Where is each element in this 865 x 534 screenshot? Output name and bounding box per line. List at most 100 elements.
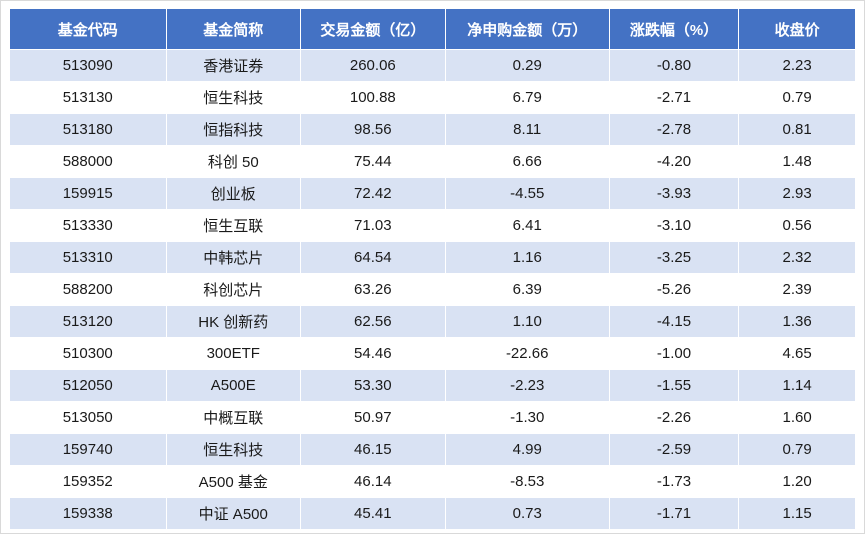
table-header-row: 基金代码 基金简称 交易金额（亿） 净申购金额（万） 涨跌幅（%） 收盘价 [9,8,856,50]
cell-net-subscription: 6.79 [444,81,610,114]
cell-fund-name: 恒生科技 [165,433,301,466]
cell-trade-amount: 63.26 [300,273,446,306]
cell-fund-code: 513120 [9,305,167,338]
cell-fund-name: 中概互联 [165,401,301,434]
cell-change-pct: -1.00 [608,337,740,370]
cell-trade-amount: 260.06 [300,49,446,82]
cell-trade-amount: 71.03 [300,209,446,242]
cell-fund-name: A500E [165,369,301,402]
table-row: 510300 300ETF 54.46 -22.66 -1.00 4.65 [9,337,856,370]
cell-fund-name: 中证 A500 [165,497,301,530]
cell-trade-amount: 100.88 [300,81,446,114]
cell-fund-name: 300ETF [165,337,301,370]
cell-close-price: 2.32 [738,241,856,274]
cell-change-pct: -1.55 [608,369,740,402]
cell-fund-code: 513310 [9,241,167,274]
cell-close-price: 2.39 [738,273,856,306]
cell-fund-name: 科创芯片 [165,273,301,306]
cell-fund-name: HK 创新药 [165,305,301,338]
cell-net-subscription: -8.53 [444,465,610,498]
table-row: 513330 恒生互联 71.03 6.41 -3.10 0.56 [9,209,856,242]
cell-fund-name: 恒生互联 [165,209,301,242]
cell-fund-name: 科创 50 [165,145,301,178]
cell-change-pct: -1.71 [608,497,740,530]
cell-change-pct: -5.26 [608,273,740,306]
column-header-net-subscription: 净申购金额（万） [444,8,610,50]
cell-change-pct: -4.15 [608,305,740,338]
cell-close-price: 1.48 [738,145,856,178]
cell-change-pct: -3.25 [608,241,740,274]
table-row: 159915 创业板 72.42 -4.55 -3.93 2.93 [9,177,856,210]
cell-trade-amount: 53.30 [300,369,446,402]
cell-trade-amount: 45.41 [300,497,446,530]
column-header-change-pct: 涨跌幅（%） [608,8,740,50]
cell-trade-amount: 75.44 [300,145,446,178]
cell-fund-code: 513180 [9,113,167,146]
table-row: 513310 中韩芯片 64.54 1.16 -3.25 2.32 [9,241,856,274]
table-row: 513130 恒生科技 100.88 6.79 -2.71 0.79 [9,81,856,114]
fund-data-table: 基金代码 基金简称 交易金额（亿） 净申购金额（万） 涨跌幅（%） 收盘价 513090 香… [9,8,856,530]
cell-trade-amount: 72.42 [300,177,446,210]
cell-fund-name: 香港证券 [165,49,301,82]
table-row: 513090 香港证券 260.06 0.29 -0.80 2.23 [9,49,856,82]
cell-fund-code: 588000 [9,145,167,178]
cell-net-subscription: 6.39 [444,273,610,306]
cell-close-price: 2.93 [738,177,856,210]
cell-net-subscription: -4.55 [444,177,610,210]
table-row: 588000 科创 50 75.44 6.66 -4.20 1.48 [9,145,856,178]
table-row: 513050 中概互联 50.97 -1.30 -2.26 1.60 [9,401,856,434]
table-row: 159740 恒生科技 46.15 4.99 -2.59 0.79 [9,433,856,466]
cell-fund-code: 588200 [9,273,167,306]
cell-close-price: 0.56 [738,209,856,242]
cell-change-pct: -3.93 [608,177,740,210]
cell-change-pct: -4.20 [608,145,740,178]
cell-net-subscription: 4.99 [444,433,610,466]
cell-fund-code: 513130 [9,81,167,114]
cell-net-subscription: 1.16 [444,241,610,274]
cell-fund-code: 513090 [9,49,167,82]
cell-net-subscription: -2.23 [444,369,610,402]
cell-fund-code: 159915 [9,177,167,210]
cell-fund-name: 中韩芯片 [165,241,301,274]
cell-fund-code: 159352 [9,465,167,498]
cell-fund-code: 159740 [9,433,167,466]
cell-change-pct: -0.80 [608,49,740,82]
cell-net-subscription: 0.29 [444,49,610,82]
cell-change-pct: -2.59 [608,433,740,466]
table-row: 588200 科创芯片 63.26 6.39 -5.26 2.39 [9,273,856,306]
cell-net-subscription: -22.66 [444,337,610,370]
cell-net-subscription: 8.11 [444,113,610,146]
cell-fund-code: 159338 [9,497,167,530]
cell-close-price: 0.81 [738,113,856,146]
cell-net-subscription: 6.41 [444,209,610,242]
column-header-close-price: 收盘价 [738,8,856,50]
cell-close-price: 1.15 [738,497,856,530]
cell-fund-code: 513330 [9,209,167,242]
cell-fund-name: 创业板 [165,177,301,210]
column-header-fund-code: 基金代码 [9,8,167,50]
cell-trade-amount: 50.97 [300,401,446,434]
table-row: 159338 中证 A500 45.41 0.73 -1.71 1.15 [9,497,856,530]
cell-fund-name: 恒生科技 [165,81,301,114]
cell-trade-amount: 46.14 [300,465,446,498]
cell-change-pct: -2.26 [608,401,740,434]
cell-net-subscription: 6.66 [444,145,610,178]
cell-close-price: 1.20 [738,465,856,498]
cell-close-price: 1.36 [738,305,856,338]
cell-fund-code: 513050 [9,401,167,434]
cell-fund-code: 512050 [9,369,167,402]
table-row: 159352 A500 基金 46.14 -8.53 -1.73 1.20 [9,465,856,498]
cell-close-price: 0.79 [738,433,856,466]
column-header-fund-name: 基金简称 [165,8,301,50]
table-row: 513120 HK 创新药 62.56 1.10 -4.15 1.36 [9,305,856,338]
cell-net-subscription: -1.30 [444,401,610,434]
cell-change-pct: -2.71 [608,81,740,114]
cell-close-price: 4.65 [738,337,856,370]
cell-fund-name: A500 基金 [165,465,301,498]
cell-close-price: 1.14 [738,369,856,402]
cell-close-price: 1.60 [738,401,856,434]
column-header-trade-amount: 交易金额（亿） [300,8,446,50]
cell-trade-amount: 54.46 [300,337,446,370]
cell-net-subscription: 0.73 [444,497,610,530]
